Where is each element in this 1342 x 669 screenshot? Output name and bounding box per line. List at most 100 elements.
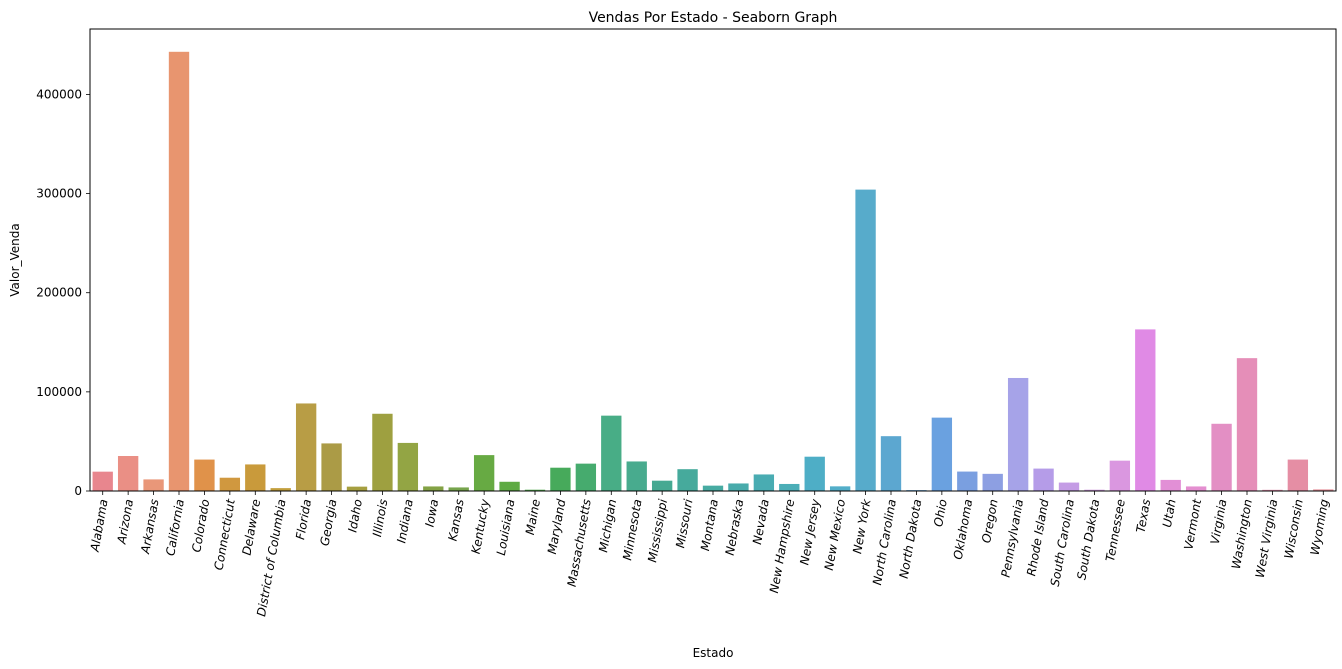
bar-ohio (931, 417, 953, 491)
x-tick-label: Arkansas (138, 498, 161, 556)
bar-indiana (397, 442, 419, 491)
bar-louisiana (499, 481, 520, 491)
x-tick-label: South Carolina (1048, 498, 1077, 587)
bar-iowa (423, 486, 444, 491)
bars-group (92, 51, 1334, 491)
bar-oklahoma (957, 471, 978, 491)
y-tick-label: 400000 (36, 87, 82, 101)
bar-arizona (117, 456, 139, 491)
bar-west-virginia (1262, 489, 1283, 491)
bar-florida (295, 403, 317, 491)
bar-montana (702, 485, 724, 491)
y-axis-label: Valor_Venda (8, 223, 22, 296)
bar-arkansas (143, 479, 164, 491)
x-tick-label: Michigan (596, 498, 619, 553)
bar-texas (1135, 329, 1156, 491)
bar-delaware (245, 464, 266, 491)
x-tick-label: Florida (293, 498, 314, 541)
bar-wyoming (1313, 489, 1334, 491)
bar-new-jersey (804, 456, 825, 491)
bar-minnesota (626, 461, 647, 491)
x-tick-label: Kansas (446, 498, 467, 542)
x-tick-label: Missouri (673, 497, 695, 549)
x-tick-label: Arizona (114, 498, 136, 546)
x-tick-label: New Hampshire (767, 498, 797, 594)
x-tick-label: Maine (523, 498, 543, 536)
bar-idaho (346, 486, 368, 491)
plot-area-frame (89, 28, 1337, 492)
bar-kansas (448, 487, 469, 491)
x-tick-label: Nebraska (723, 498, 747, 556)
bar-nebraska (728, 483, 749, 491)
x-tick-label: Oregon (979, 498, 1000, 544)
x-tick-label: Illinois (370, 498, 390, 538)
bar-alabama (92, 471, 113, 491)
bar-wisconsin (1287, 459, 1309, 491)
bar-georgia (321, 443, 342, 491)
chart-title: Vendas Por Estado - Seaborn Graph (589, 10, 838, 26)
x-tick-label: Ohio (931, 498, 950, 528)
x-tick-label: Connecticut (212, 497, 238, 571)
x-tick-label: South Dakota (1074, 498, 1102, 581)
bar-maryland (550, 467, 571, 491)
bar-new-york (855, 189, 876, 491)
bar-washington (1236, 358, 1258, 491)
y-tick-label: 300000 (36, 187, 82, 201)
bar-south-dakota (1084, 489, 1105, 491)
x-tick-label: Colorado (189, 498, 212, 553)
x-tick-label: Vermont (1181, 497, 1204, 551)
x-tick-label: Montana (698, 498, 721, 552)
x-tick-label: Maryland (545, 498, 569, 556)
y-tick-label: 0 (74, 484, 82, 498)
y-axis-ticks: 0 100000 200000 300000 400000 (36, 87, 90, 498)
y-tick-label: 200000 (36, 286, 82, 300)
x-tick-label: California (163, 498, 187, 557)
y-tick-label: 100000 (36, 385, 82, 399)
x-tick-label: New Mexico (822, 498, 848, 571)
x-tick-label: Massachusetts (565, 498, 594, 588)
x-tick-label: Indiana (394, 498, 416, 544)
x-tick-label: Louisiana (494, 498, 518, 556)
x-tick-label: North Dakota (897, 498, 925, 580)
x-tick-label: Kentucky (469, 497, 493, 555)
x-tick-label: Texas (1134, 498, 1154, 534)
bar-tennessee (1109, 460, 1131, 491)
bar-nevada (753, 474, 775, 491)
x-tick-label: Minnesota (620, 498, 645, 561)
bar-illinois (372, 413, 393, 491)
x-tick-label: Mississippi (645, 497, 670, 563)
x-tick-label: Tennessee (1103, 498, 1128, 563)
x-tick-label: Oklahoma (951, 498, 975, 561)
x-tick-label: New York (850, 497, 874, 555)
x-axis-label: Estado (693, 646, 734, 660)
bar-missouri (677, 469, 698, 491)
bar-oregon (982, 473, 1003, 491)
bar-district-of-columbia (270, 488, 291, 491)
bar-south-carolina (1058, 482, 1080, 491)
x-axis-ticks: Alabama Arizona Arkansas California Colorado… (88, 491, 1332, 618)
bar-michigan (601, 415, 622, 491)
bar-colorado (194, 459, 215, 491)
x-tick-label: Rhode Island (1024, 498, 1051, 577)
bar-rhode-island (1033, 468, 1054, 491)
x-tick-label: Utah (1160, 498, 1179, 528)
x-tick-label: Nevada (750, 498, 772, 546)
x-tick-label: Virginia (1208, 498, 1230, 545)
x-tick-label: West Virginia (1253, 498, 1281, 579)
x-tick-label: North Carolina (870, 498, 899, 586)
bar-connecticut (219, 477, 241, 491)
bar-maine (524, 489, 546, 491)
x-tick-label: Georgia (318, 498, 340, 547)
x-tick-label: Pennsylvania (999, 498, 1027, 578)
x-tick-label: Iowa (423, 498, 442, 528)
x-tick-label: Wyoming (1308, 498, 1332, 557)
bar-virginia (1211, 423, 1232, 491)
bar-north-carolina (880, 436, 902, 491)
bar-new-mexico (829, 486, 851, 491)
bar-massachusetts (575, 463, 597, 491)
bar-california (168, 51, 190, 491)
x-tick-label: Idaho (345, 498, 365, 533)
bar-new-hampshire (779, 483, 800, 491)
bar-kentucky (473, 455, 495, 491)
bar-vermont (1185, 486, 1207, 491)
